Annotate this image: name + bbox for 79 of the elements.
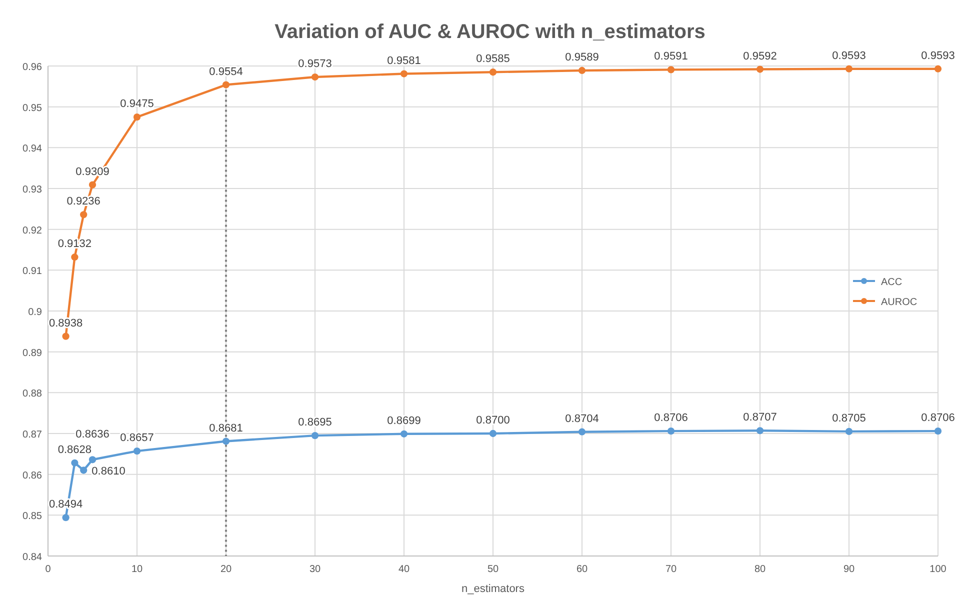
x-tick-label: 10	[131, 564, 143, 575]
point	[80, 211, 88, 218]
data-label: 0.8700	[476, 414, 510, 426]
data-label: 0.9585	[476, 53, 510, 66]
point	[934, 65, 942, 72]
y-tick-label: 0.88	[22, 388, 42, 400]
data-label: 0.8636	[76, 428, 110, 441]
data-label: 0.9592	[743, 50, 777, 62]
y-tick-label: 0.87	[22, 430, 42, 440]
point	[667, 427, 675, 435]
data-label: 0.9591	[654, 50, 688, 63]
y-tick-label: 0.9	[28, 307, 42, 318]
point	[133, 113, 141, 121]
point	[88, 456, 96, 464]
point	[71, 459, 78, 466]
data-label: 0.9573	[298, 58, 332, 70]
point	[222, 438, 230, 445]
point	[88, 181, 96, 188]
point	[71, 254, 78, 261]
y-tick-label: 0.94	[22, 144, 42, 155]
point	[667, 66, 675, 74]
point	[133, 447, 141, 455]
point	[80, 466, 88, 474]
point	[845, 428, 853, 436]
point	[756, 427, 764, 434]
point	[62, 332, 70, 340]
data-label: 0.9581	[387, 54, 421, 67]
x-tick-label: 30	[309, 564, 321, 575]
y-tick-label: 0.84	[22, 552, 42, 563]
data-label: 0.9589	[565, 51, 599, 64]
x-tick-label: 50	[487, 564, 499, 575]
point	[400, 70, 408, 78]
y-tick-label: 0.92	[22, 225, 42, 236]
y-tick-label: 0.96	[22, 62, 42, 73]
point	[311, 73, 319, 81]
data-label: 0.8706	[654, 412, 688, 424]
x-tick-label: 80	[754, 564, 766, 575]
data-label: 0.8707	[743, 412, 777, 424]
y-tick-label: 0.91	[22, 266, 42, 278]
y-tick-label: 0.85	[22, 511, 42, 522]
data-label: 0.9475	[120, 98, 154, 110]
data-label: 0.8657	[120, 432, 154, 444]
y-tick-label: 0.95	[22, 102, 42, 114]
data-label: 0.8628	[58, 444, 92, 456]
x-tick-label: 40	[398, 564, 410, 575]
data-label: 0.8695	[298, 416, 332, 429]
data-label: 0.8681	[209, 422, 243, 434]
point	[845, 65, 853, 72]
x-tick-label: 0	[45, 564, 52, 575]
point	[489, 68, 497, 76]
legend-label: ACC	[881, 277, 902, 288]
point	[489, 430, 497, 438]
x-tick-label: 100	[930, 564, 947, 575]
point	[62, 514, 70, 522]
x-tick-label: 20	[220, 564, 232, 575]
point	[934, 427, 942, 435]
point	[400, 430, 408, 438]
y-tick-label: 0.93	[22, 184, 42, 196]
x-tick-label: 90	[843, 564, 855, 575]
x-axis-title: n_estimators	[462, 583, 525, 595]
x-tick-label: 70	[665, 564, 677, 575]
data-label: 0.8704	[565, 412, 599, 425]
y-tick-label: 0.89	[22, 348, 42, 359]
legend-label: AUROC	[881, 297, 918, 308]
point	[578, 66, 586, 74]
data-label: 0.8699	[387, 414, 421, 427]
data-label: 0.8705	[832, 412, 866, 424]
data-label: 0.9593	[921, 50, 955, 62]
point	[222, 81, 230, 88]
data-label: 0.8706	[921, 412, 955, 424]
data-label: 0.9554	[209, 66, 243, 78]
point	[756, 66, 764, 73]
point	[578, 428, 586, 436]
data-label: 0.8610	[92, 465, 126, 478]
chart-title: Variation of AUC & AUROC with n_estimators	[274, 21, 706, 43]
point	[311, 432, 319, 440]
y-tick-label: 0.86	[22, 470, 42, 482]
x-tick-label: 60	[576, 564, 588, 575]
data-label: 0.9593	[832, 50, 866, 62]
